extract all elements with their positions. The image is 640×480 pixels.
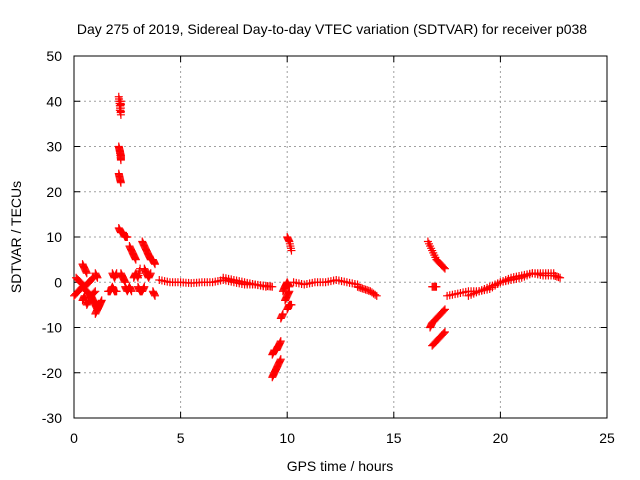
data-point <box>432 282 441 291</box>
y-tick-label: 30 <box>46 139 62 155</box>
y-tick-label: -30 <box>42 410 62 426</box>
data-point <box>440 305 449 314</box>
data-point <box>127 287 136 296</box>
data-point <box>439 263 448 272</box>
y-tick-label: -20 <box>42 365 62 381</box>
data-point <box>115 106 124 115</box>
y-axis-label: SDTVAR / TECUs <box>8 181 24 293</box>
data-point <box>112 287 121 296</box>
y-tick-label: 0 <box>54 274 62 290</box>
data-point <box>285 287 294 296</box>
data-point <box>261 282 270 291</box>
y-tick-labels: -30 -20 -10 0 10 20 30 40 50 <box>42 48 62 426</box>
data-point <box>371 290 380 299</box>
data-point <box>439 329 448 338</box>
data-point <box>287 300 296 309</box>
data-point <box>278 309 287 318</box>
x-tick-labels: 0 5 10 15 20 25 <box>70 430 615 446</box>
data-point <box>82 269 91 278</box>
x-tick-label: 15 <box>386 430 402 446</box>
data-point <box>287 246 296 255</box>
x-tick-label: 0 <box>70 430 78 446</box>
data-point <box>549 269 558 278</box>
data-point <box>440 264 449 273</box>
data-point <box>88 274 97 283</box>
data-point <box>123 233 132 241</box>
data-point <box>439 306 448 315</box>
data-point <box>440 328 449 337</box>
data-point <box>93 273 102 282</box>
x-tick-label: 25 <box>599 430 615 446</box>
x-tick-label: 5 <box>177 430 185 446</box>
data-point <box>95 300 104 309</box>
data-point <box>276 337 285 346</box>
data-point <box>140 282 149 291</box>
y-tick-label: -10 <box>42 320 62 336</box>
chart-title: Day 275 of 2019, Sidereal Day-to-day VTE… <box>77 21 587 37</box>
y-tick-label: 10 <box>46 229 62 245</box>
data-point <box>131 255 140 264</box>
data-point <box>116 178 125 187</box>
data-point <box>97 296 106 305</box>
x-tick-label: 10 <box>279 430 295 446</box>
data-point <box>115 147 124 156</box>
y-tick-label: 40 <box>46 93 62 109</box>
data-point <box>146 269 155 278</box>
x-axis-label: GPS time / hours <box>287 458 394 474</box>
data-point <box>151 260 160 269</box>
y-tick-label: 50 <box>46 48 62 64</box>
data-point <box>151 291 160 300</box>
data-point <box>276 355 285 364</box>
data-point <box>556 273 565 282</box>
y-tick-label: 20 <box>46 184 62 200</box>
grid-lines <box>74 56 607 418</box>
x-tick-label: 20 <box>493 430 509 446</box>
data-point <box>372 291 381 300</box>
axis-ticks <box>73 55 608 419</box>
data-points <box>70 92 565 382</box>
data-point <box>91 287 100 296</box>
